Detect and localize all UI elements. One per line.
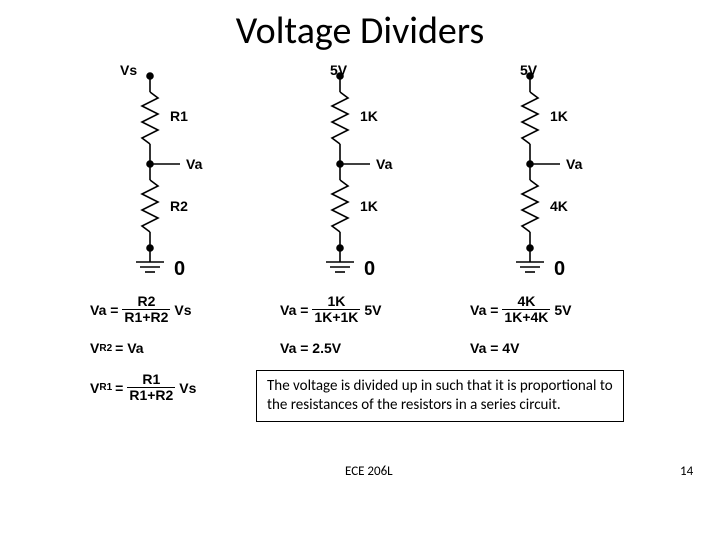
vr1-post: = xyxy=(115,380,123,396)
vr1-pre: V xyxy=(90,380,99,396)
f1-num: R2 xyxy=(137,294,155,309)
note-text: The voltage is divided up in such that i… xyxy=(267,377,613,414)
footer-page: 14 xyxy=(680,464,693,479)
c3-r2-label: 4K xyxy=(550,198,568,214)
f1-lhs: Va = xyxy=(90,302,118,318)
vr1-mult: Vs xyxy=(179,380,196,396)
c3-gnd-zero: 0 xyxy=(554,258,565,281)
c1-r1-label: R1 xyxy=(170,108,188,124)
vr1-sub: R1 xyxy=(99,382,112,393)
f3-lhs: Va = xyxy=(470,302,498,318)
c1-top-label: Vs xyxy=(120,62,137,78)
c2-top-label: 5V xyxy=(330,62,347,78)
f2-lhs: Va = xyxy=(280,302,308,318)
c2-r1-label: 1K xyxy=(360,108,378,124)
c3-top-label: 5V xyxy=(520,62,537,78)
formula-va-ex2: Va = 4K 1K+4K 5V xyxy=(470,294,572,326)
c1-mid-label: Va xyxy=(186,156,202,172)
formula-va-ex1: Va = 1K 1K+1K 5V xyxy=(280,294,382,326)
circuit-1: Vs R1 Va R2 0 xyxy=(110,64,270,284)
c2-gnd-zero: 0 xyxy=(364,258,375,281)
formula-vr1: VR1= R1 R1+R2 Vs xyxy=(90,372,196,404)
formula-va-ex1-result: Va = 2.5V xyxy=(280,340,341,356)
circuit-2: 5V 1K Va 1K 0 xyxy=(300,64,460,284)
formula-va-general: Va = R2 R1+R2 Vs xyxy=(90,294,192,326)
vr1-den: R1+R2 xyxy=(127,387,175,403)
f2r-text: Va = 2.5V xyxy=(280,340,341,356)
formula-va-ex2-result: Va = 4V xyxy=(470,340,519,356)
vr2-pre: V xyxy=(90,340,99,356)
f1-frac: R2 R1+R2 xyxy=(122,294,170,326)
vr1-frac: R1 R1+R2 xyxy=(127,372,175,404)
c3-r1-label: 1K xyxy=(550,108,568,124)
f3-mult: 5V xyxy=(554,302,571,318)
content-area: Vs R1 Va R2 0 5V xyxy=(0,54,720,514)
f3-num: 4K xyxy=(517,294,535,309)
f2-frac: 1K 1K+1K xyxy=(312,294,360,326)
vr1-num: R1 xyxy=(142,372,160,387)
vr2-sub: R2 xyxy=(99,343,112,354)
vr2-post: = Va xyxy=(115,340,143,356)
f2-den: 1K+1K xyxy=(312,309,360,325)
c1-gnd-zero: 0 xyxy=(174,258,185,281)
c2-r2-label: 1K xyxy=(360,198,378,214)
f3-frac: 4K 1K+4K xyxy=(502,294,550,326)
note-box: The voltage is divided up in such that i… xyxy=(256,370,624,422)
circuit-3: 5V 1K Va 4K 0 xyxy=(490,64,650,284)
f3r-text: Va = 4V xyxy=(470,340,519,356)
f2-num: 1K xyxy=(327,294,345,309)
c2-mid-label: Va xyxy=(376,156,392,172)
f2-mult: 5V xyxy=(364,302,381,318)
formula-vr2: VR2= Va xyxy=(90,340,144,356)
footer-course: ECE 206L xyxy=(345,464,393,479)
f1-mult: Vs xyxy=(174,302,191,318)
schematic-3 xyxy=(490,64,610,284)
c3-mid-label: Va xyxy=(566,156,582,172)
schematic-1 xyxy=(110,64,230,284)
page-title: Voltage Dividers xyxy=(0,8,720,54)
f3-den: 1K+4K xyxy=(502,309,550,325)
schematic-2 xyxy=(300,64,420,284)
c1-r2-label: R2 xyxy=(170,198,188,214)
f1-den: R1+R2 xyxy=(122,309,170,325)
